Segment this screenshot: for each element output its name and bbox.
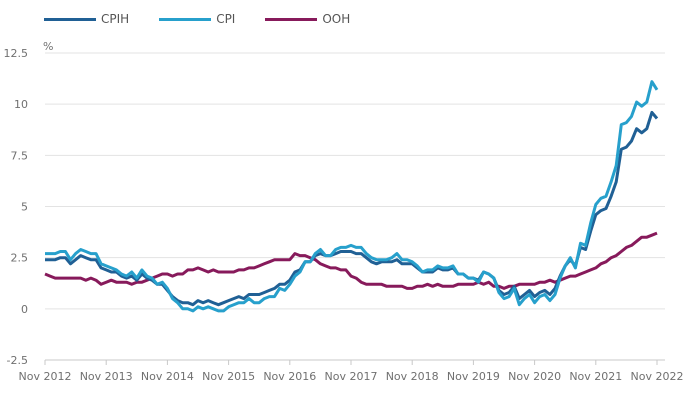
legend-label-ooh: OOH	[322, 12, 351, 26]
y-axis-ticks: 12.5 10 7.5 5 2.5 0 -2.5	[4, 47, 29, 367]
y-tick-label: -2.5	[7, 354, 28, 367]
legend-label-cpih: CPIH	[101, 12, 130, 26]
x-tick-label: Nov 2014	[141, 370, 194, 383]
x-tick-label: Nov 2012	[19, 370, 72, 383]
legend-swatch-ooh	[265, 17, 318, 21]
legend-swatch-cpih	[44, 17, 96, 21]
y-tick-label: 5	[21, 201, 28, 214]
y-tick-label: 12.5	[4, 47, 29, 60]
series-line-cpih[interactable]	[45, 110, 659, 307]
x-tick-label: Nov 2019	[447, 370, 500, 383]
y-tick-label: 2.5	[11, 252, 29, 265]
y-tick-label: 7.5	[11, 149, 29, 162]
gridlines	[45, 52, 665, 361]
y-axis-unit-label: %	[43, 40, 53, 53]
legend-item-cpi[interactable]: CPI	[159, 12, 235, 26]
legend-swatch-cpi	[159, 17, 212, 21]
x-tick-label: Nov 2020	[508, 370, 561, 383]
y-tick-label: 0	[21, 303, 28, 316]
legend-label-cpi: CPI	[216, 12, 236, 26]
x-tick-label: Nov 2017	[325, 370, 378, 383]
x-axis-ticks: Nov 2012 Nov 2013 Nov 2014 Nov 2015 Nov 2016…	[19, 360, 684, 383]
legend-item-cpih[interactable]: CPIH	[44, 12, 129, 26]
y-tick-label: 10	[14, 98, 28, 111]
legend-item-ooh[interactable]: OOH	[265, 12, 350, 26]
x-tick-label: Nov 2018	[386, 370, 439, 383]
series-line-cpi[interactable]	[45, 80, 659, 313]
x-tick-label: Nov 2016	[263, 370, 316, 383]
x-tick-label: Nov 2021	[569, 370, 622, 383]
x-tick-label: Nov 2022	[631, 370, 684, 383]
series-lines	[44, 80, 659, 313]
x-tick-label: Nov 2015	[202, 370, 255, 383]
series-line-ooh[interactable]	[44, 231, 658, 290]
legend: CPIH CPI OOH	[44, 12, 380, 26]
x-tick-label: Nov 2013	[80, 370, 133, 383]
